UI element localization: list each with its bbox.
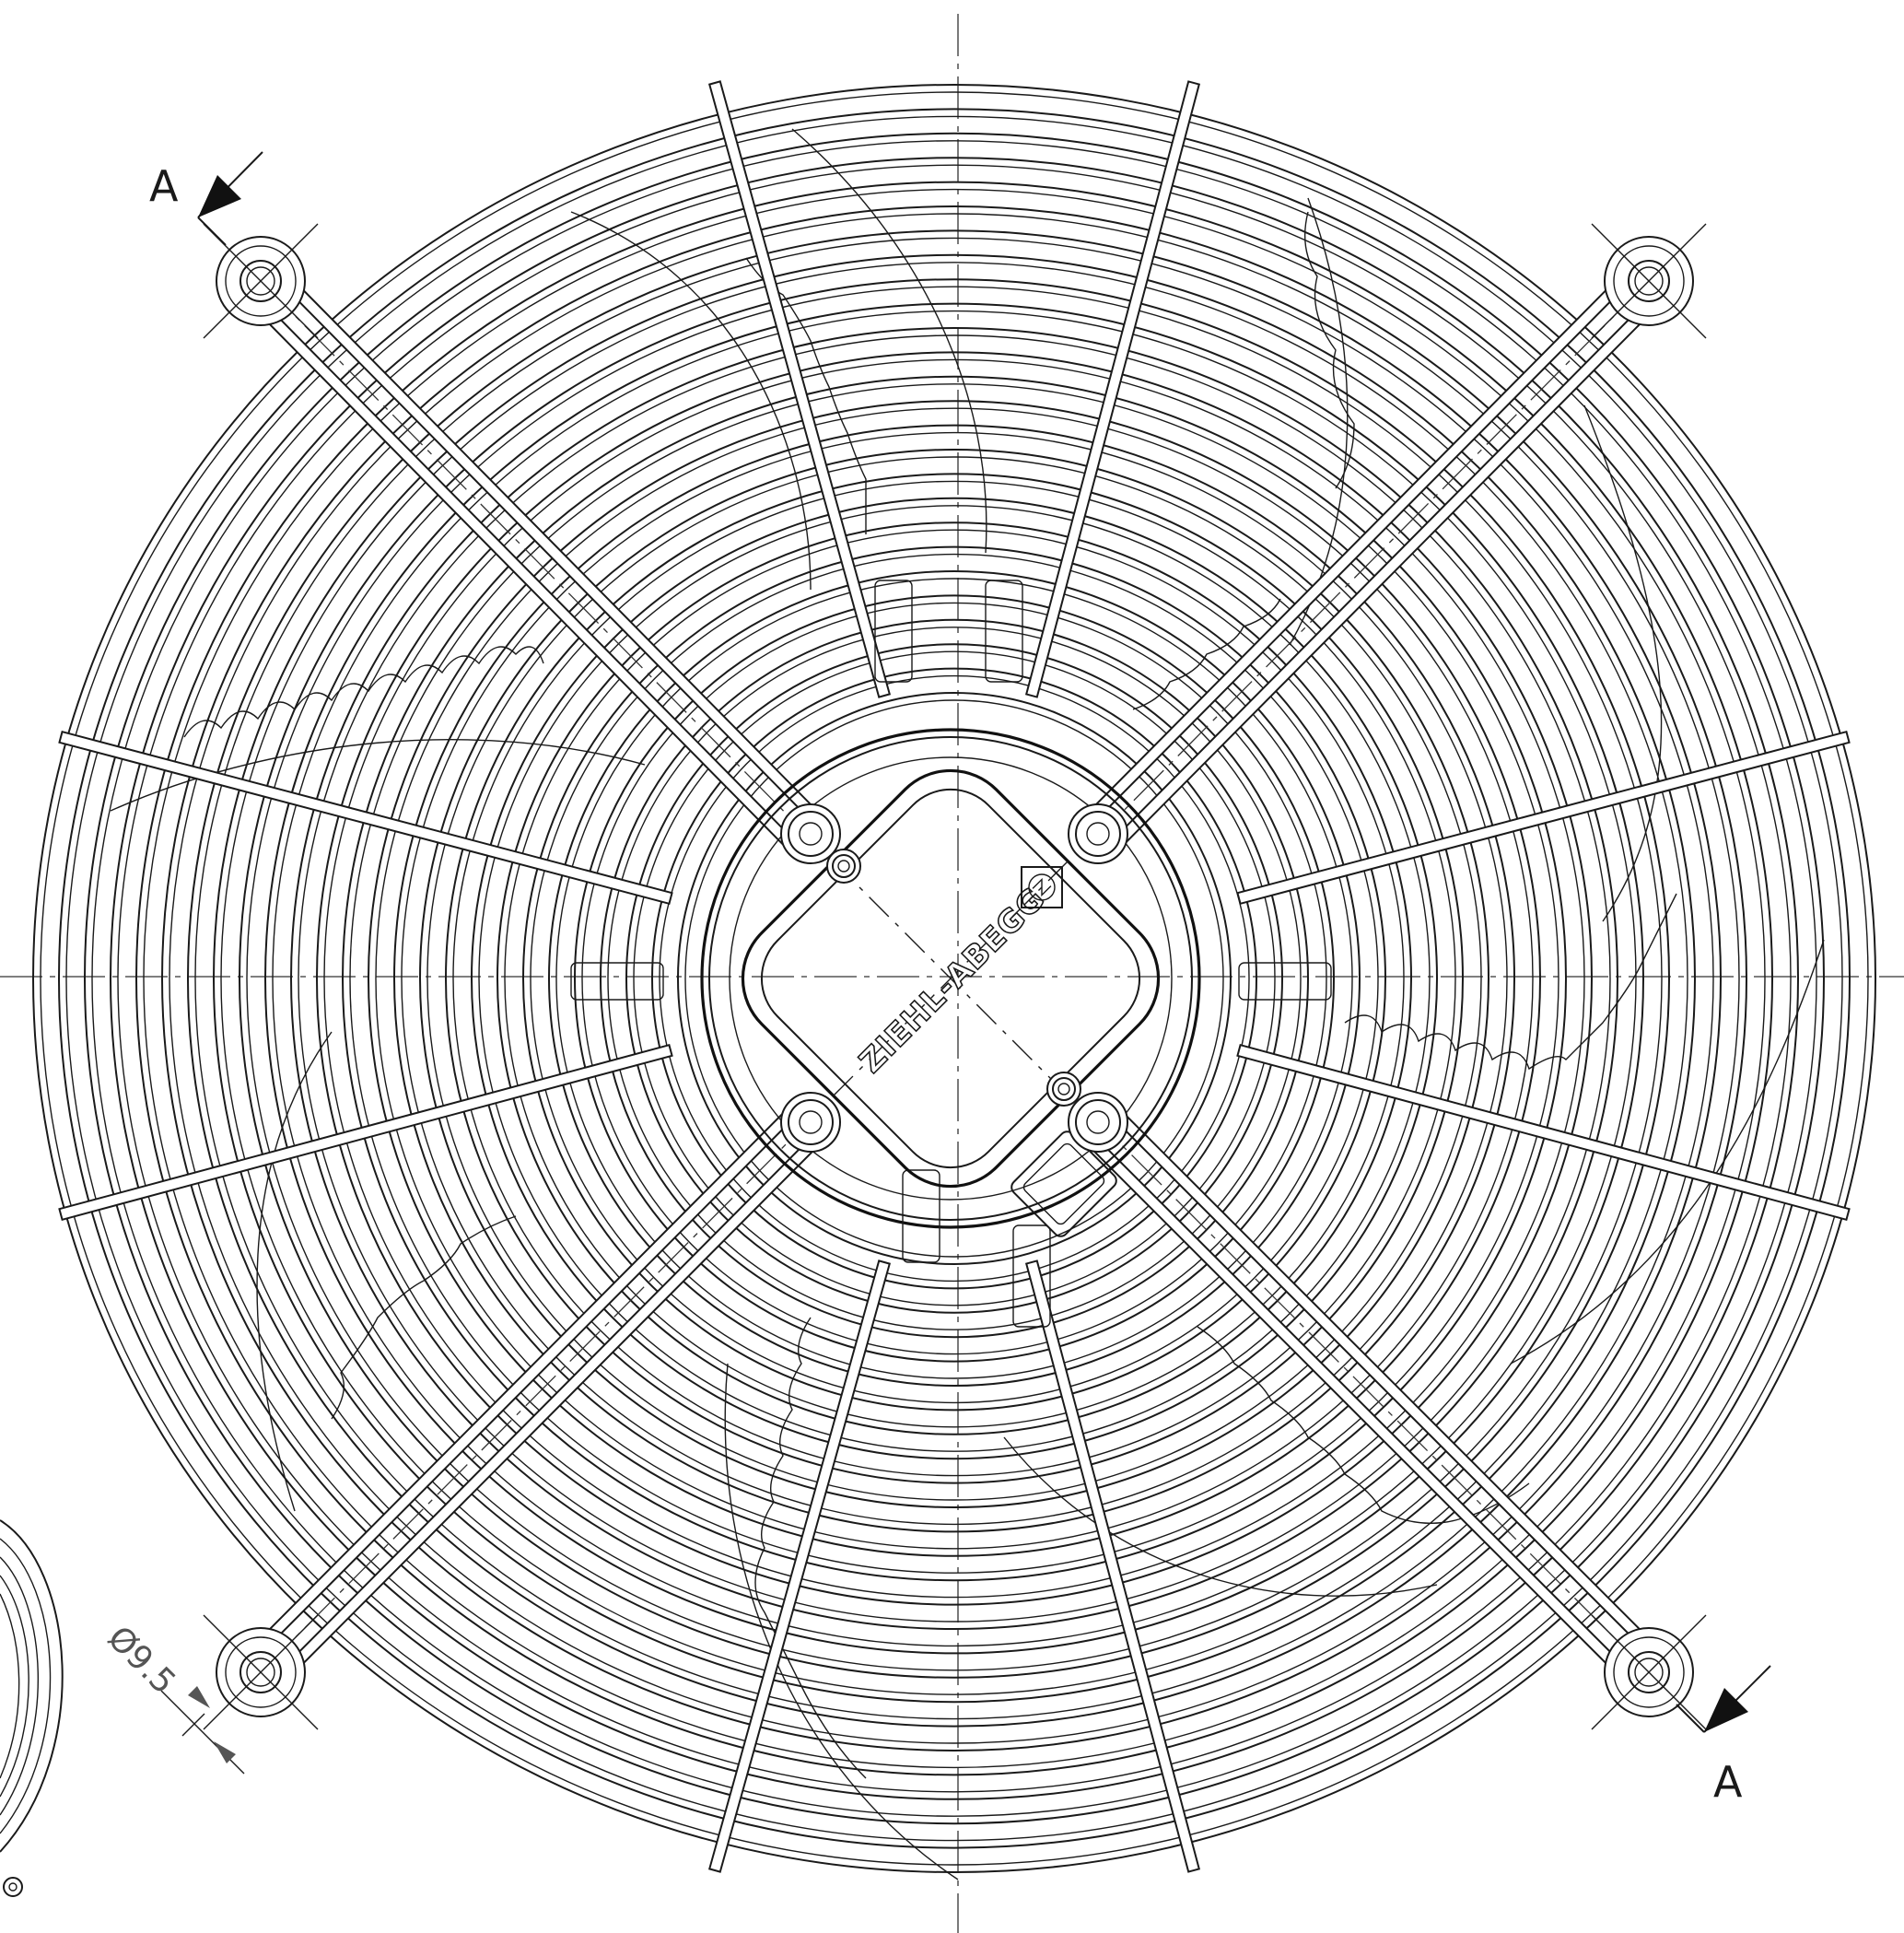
guard-ring	[84, 132, 1825, 1825]
section-label-bottom: A	[1713, 1757, 1743, 1807]
motor-hub	[570, 580, 1332, 1328]
guard-ring	[32, 84, 1876, 1873]
guard-strut	[1236, 1043, 1851, 1222]
hub-screw	[780, 1092, 841, 1153]
guard-ring-inner	[272, 310, 1637, 1647]
guard-strut	[58, 730, 673, 906]
guard-ring	[625, 643, 1283, 1314]
guard-ring	[135, 181, 1773, 1776]
guard-ring-inner	[169, 213, 1740, 1744]
guard-ring-inner	[375, 407, 1534, 1550]
guard-ring-inner	[555, 578, 1353, 1379]
guard-strut	[1024, 80, 1201, 698]
guard-ring	[445, 473, 1464, 1484]
mounting-hole	[203, 1614, 319, 1730]
guard-ring	[393, 424, 1515, 1533]
guard-ring-inner	[530, 553, 1379, 1404]
mounting-hole	[1591, 1614, 1707, 1730]
mounting-arm	[242, 1101, 829, 1691]
guard-strut	[707, 80, 892, 698]
guard-ring	[264, 302, 1644, 1655]
guard-ring-inner	[194, 237, 1714, 1720]
guard-ring-inner	[323, 358, 1585, 1599]
hub-screw	[780, 803, 841, 864]
section-label-top: A	[149, 161, 179, 211]
guard-strut	[1236, 730, 1851, 906]
hole-dimension-line	[160, 1686, 245, 1775]
section-arrow-top	[197, 151, 263, 246]
guard-strut	[1024, 1259, 1201, 1873]
guard-ring-inner	[581, 602, 1327, 1355]
hub-screw	[826, 849, 861, 884]
guard-ring-inner	[659, 674, 1250, 1283]
brand-logo-icon	[1020, 866, 1063, 909]
guard-ring	[58, 108, 1851, 1849]
guard-ring	[239, 278, 1670, 1679]
guard-ring	[368, 400, 1541, 1557]
cable-gland	[1010, 1131, 1117, 1237]
guard-ring-inner	[504, 529, 1405, 1428]
guard-ring	[213, 253, 1696, 1704]
guard-ring-inner	[401, 431, 1508, 1526]
guard-ring-inner	[684, 699, 1224, 1258]
guard-ring	[342, 375, 1567, 1582]
guard-ring-inner	[246, 286, 1663, 1671]
guard-ring	[522, 545, 1386, 1412]
guard-ring	[600, 618, 1309, 1339]
guard-ring-inner	[298, 334, 1611, 1623]
guard-strut	[58, 1043, 673, 1222]
blade-edges	[183, 211, 1677, 1779]
guard-ring	[161, 205, 1747, 1751]
guard-ring	[496, 521, 1412, 1435]
guard-ring-inner	[452, 480, 1456, 1477]
guard-ring	[316, 351, 1593, 1606]
guard-ring	[290, 327, 1618, 1630]
guard-struts	[58, 80, 1851, 1873]
guard-ring-inner	[607, 627, 1302, 1330]
guard-ring-inner	[478, 505, 1431, 1452]
guard-ring	[677, 692, 1232, 1265]
adjacent-fan-partial	[0, 1519, 64, 1897]
guard-ring-inner	[65, 115, 1843, 1842]
guard-ring	[548, 570, 1361, 1387]
guard-ring-inner	[349, 383, 1559, 1574]
guard-ring-inner	[40, 91, 1869, 1866]
mounting-holes	[203, 223, 1707, 1730]
guard-ring	[419, 449, 1489, 1508]
mounting-arm	[1078, 1101, 1667, 1691]
guard-ring-inner	[91, 140, 1817, 1817]
section-arrow-bottom	[1676, 1665, 1771, 1733]
hub-screws	[780, 803, 1128, 1153]
guard-ring	[110, 157, 1799, 1800]
guard-rings	[32, 84, 1876, 1873]
mounting-arm	[1078, 263, 1667, 857]
guard-ring-inner	[117, 164, 1792, 1793]
guard-ring	[651, 667, 1257, 1290]
hub-screw	[1068, 803, 1128, 864]
hub-screw	[1046, 1072, 1081, 1107]
mounting-hole	[1591, 223, 1707, 339]
guard-ring	[574, 594, 1335, 1363]
hole-dimension-label: Ø9.5	[100, 1619, 183, 1702]
guard-ring-inner	[143, 188, 1766, 1769]
guard-ring	[187, 229, 1722, 1728]
guard-strut	[707, 1259, 892, 1873]
hub-screw	[1068, 1092, 1128, 1153]
guard-ring-inner	[220, 262, 1688, 1695]
guard-ring-inner	[426, 456, 1482, 1501]
guard-ring-inner	[633, 650, 1276, 1306]
guard-ring	[471, 497, 1438, 1460]
